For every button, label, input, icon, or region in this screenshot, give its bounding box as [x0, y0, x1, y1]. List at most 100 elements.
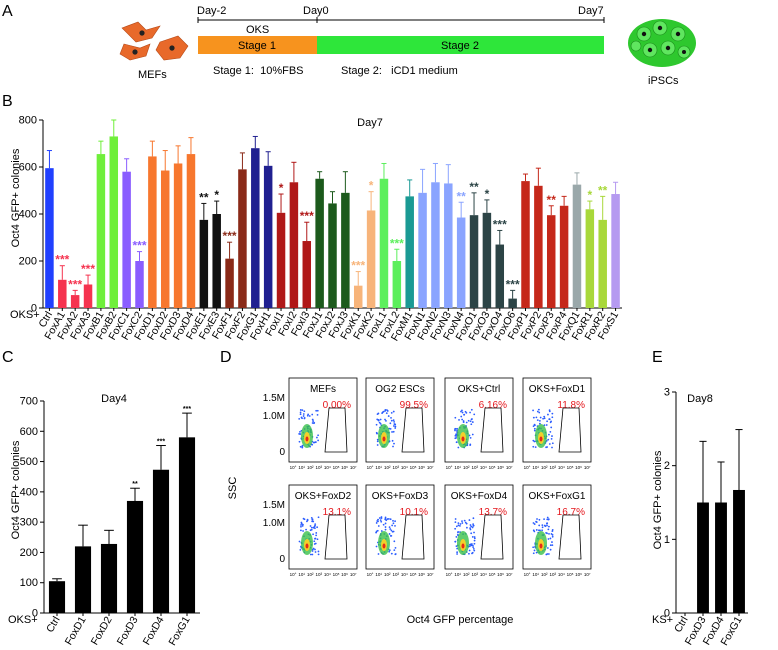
- flow-dot: [316, 436, 318, 439]
- flow-dot: [535, 529, 538, 531]
- bar: [83, 284, 93, 308]
- flow-dot: [473, 531, 475, 534]
- flow-dot: [468, 552, 470, 555]
- flow-x-tick-label: 10³: [393, 465, 400, 470]
- flow-x-tick-label: 10⁴: [401, 572, 408, 577]
- flow-x-tick-label: 10⁷: [350, 572, 357, 577]
- flow-dot: [307, 413, 310, 416]
- flow-dot: [463, 413, 466, 416]
- flow-dot: [541, 526, 544, 529]
- flow-x-tick-label: 10¹: [375, 572, 382, 577]
- flow-dot: [303, 410, 306, 413]
- flow-dot: [386, 410, 389, 412]
- significance-label: ***: [183, 406, 191, 413]
- significance-label: **: [199, 190, 209, 204]
- flow-dot: [468, 434, 471, 437]
- flow-dot: [536, 410, 539, 413]
- flow-dot: [470, 525, 473, 528]
- flow-plot-title: OKS+FoxG1: [529, 491, 586, 502]
- flow-dot: [314, 548, 316, 551]
- flow-plot-percent: 13.1%: [323, 507, 351, 518]
- flow-x-tick-label: 10⁶: [418, 572, 425, 577]
- flow-dot: [309, 529, 312, 532]
- flow-dot: [534, 446, 537, 449]
- flow-x-tick-label: 10²: [541, 465, 548, 470]
- panel-label-c: C: [2, 349, 14, 366]
- panel-label-b: B: [2, 93, 13, 110]
- stage1-label: Stage 1: [238, 40, 276, 52]
- flow-x-tick-label: 10⁷: [506, 465, 513, 470]
- flow-dot: [473, 537, 476, 540]
- flow-dot: [538, 524, 541, 527]
- flow-dot: [314, 537, 317, 540]
- flow-x-tick-label: 10¹: [532, 465, 539, 470]
- stage2-label: Stage 2: [441, 40, 479, 52]
- bar: [431, 182, 440, 308]
- flow-gate: [480, 514, 504, 560]
- y-tick-label: 700: [20, 396, 38, 408]
- flow-density-peak: [305, 436, 309, 442]
- bar: [366, 210, 376, 308]
- panel-c-chart: Day4 Oct4 GFP+ colonies OKS+ 0 100 200 300 4…: [8, 393, 200, 648]
- flow-dot: [389, 422, 392, 425]
- flow-dot: [389, 535, 392, 537]
- flow-dot: [375, 531, 378, 534]
- y-tick-label: 200: [20, 547, 38, 559]
- flow-dot: [377, 525, 380, 527]
- y-tick-label: 400: [19, 209, 37, 221]
- bar: [152, 469, 170, 613]
- flow-dot: [315, 534, 318, 537]
- flow-dot: [454, 427, 457, 430]
- flow-dot: [547, 528, 550, 531]
- flow-dot: [455, 536, 458, 538]
- flow-dot: [538, 529, 540, 532]
- flow-dot: [392, 410, 395, 413]
- flow-dot: [393, 442, 395, 445]
- flow-dot: [455, 436, 458, 439]
- flow-dot: [471, 418, 473, 420]
- flow-dot: [309, 525, 312, 527]
- flow-dot: [472, 524, 475, 527]
- flow-x-tick-label: 10⁷: [584, 465, 591, 470]
- bar: [456, 217, 466, 308]
- flow-dot: [387, 415, 390, 417]
- flow-x-tick-label: 10°: [524, 572, 531, 577]
- flow-dot: [302, 413, 305, 415]
- flow-density-peak: [382, 543, 386, 549]
- flow-gate: [558, 514, 582, 560]
- flow-dot: [311, 418, 314, 421]
- flow-dot: [533, 549, 536, 552]
- flow-dot: [376, 444, 379, 446]
- bar: [559, 205, 569, 308]
- flow-plot-percent: 16.7%: [557, 507, 585, 518]
- flow-dot: [298, 440, 301, 443]
- bar: [302, 241, 312, 308]
- significance-label: **: [456, 189, 466, 203]
- flow-dot: [470, 423, 473, 426]
- flow-x-tick-label: 10⁵: [410, 572, 417, 577]
- flow-dot: [301, 446, 304, 449]
- y-tick-label: 0: [31, 303, 37, 315]
- category-label: FoxD3: [115, 614, 141, 647]
- flow-dot: [459, 523, 462, 525]
- flow-dot: [454, 521, 457, 524]
- flow-y-tick-label: 0: [279, 447, 285, 458]
- flow-dot: [473, 539, 476, 542]
- flow-dot: [548, 433, 550, 436]
- flow-dot: [310, 526, 313, 529]
- flow-dot: [394, 553, 397, 555]
- panel-label-a: A: [2, 3, 13, 20]
- bar: [48, 581, 66, 613]
- flow-dot: [299, 409, 302, 411]
- bar: [186, 154, 196, 308]
- flow-dot: [379, 519, 382, 521]
- flow-dot: [394, 425, 397, 428]
- bar: [598, 219, 607, 308]
- flow-dot: [471, 433, 474, 436]
- flow-y-tick-label: 0: [279, 554, 285, 565]
- flow-dot: [533, 440, 536, 443]
- flow-dot: [551, 534, 554, 536]
- flow-dot: [456, 551, 459, 554]
- flow-dot: [548, 532, 550, 535]
